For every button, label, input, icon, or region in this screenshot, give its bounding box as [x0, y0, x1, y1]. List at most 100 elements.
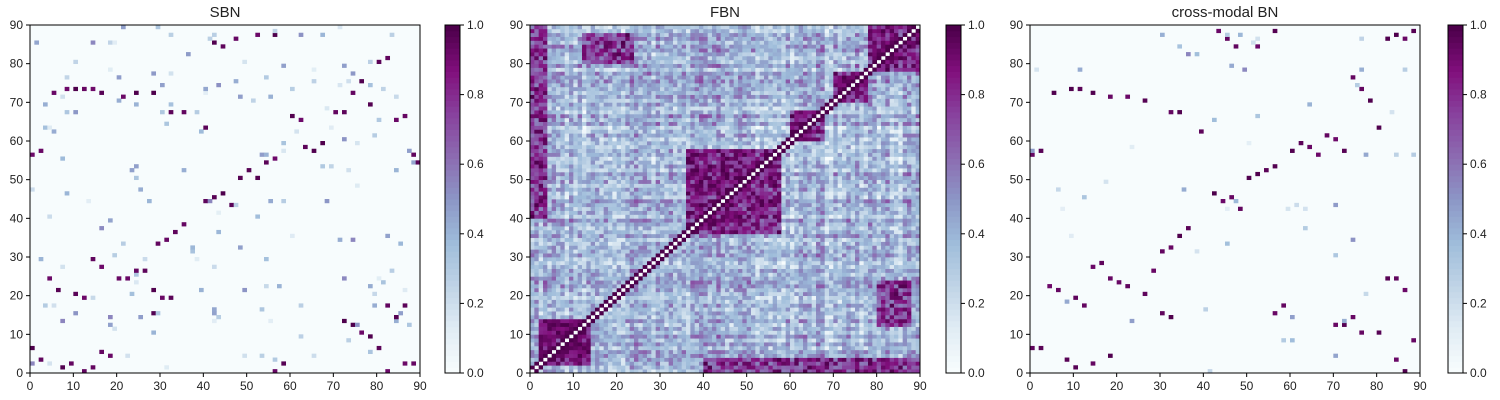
heatmap-cell — [599, 206, 605, 211]
heatmap-cell — [603, 206, 609, 211]
heatmap-cell — [608, 361, 613, 366]
heatmap-cell — [703, 175, 709, 181]
heatmap-cell — [538, 303, 544, 308]
heatmap-cell — [785, 291, 791, 297]
heatmap-cell — [381, 86, 386, 92]
heatmap-cell — [872, 260, 878, 266]
heatmap-cell — [872, 210, 878, 215]
heatmap-cell — [712, 245, 717, 250]
heatmap-cell — [530, 353, 535, 358]
heatmap-cell — [668, 295, 674, 300]
heatmap-cell — [742, 291, 748, 297]
heatmap-cell — [530, 365, 535, 370]
heatmap-cell — [642, 237, 648, 242]
heatmap-cell — [829, 315, 834, 320]
heatmap-cell — [608, 287, 613, 293]
heatmap-cell — [885, 322, 891, 327]
heatmap-cell — [547, 334, 553, 339]
heatmap-cell — [863, 202, 869, 208]
heatmap-cell — [677, 369, 683, 374]
heatmap-cell — [829, 303, 834, 308]
heatmap-cell — [668, 315, 674, 320]
heatmap-cell — [560, 195, 566, 200]
heatmap-cell — [612, 257, 618, 262]
heatmap-cell — [647, 369, 652, 374]
heatmap-cell — [203, 199, 209, 204]
heatmap-cell — [742, 257, 748, 262]
heatmap-cell — [612, 226, 618, 231]
heatmap-cell — [764, 249, 769, 254]
heatmap-cell — [668, 322, 674, 327]
heatmap-cell — [881, 229, 886, 235]
heatmap-cell — [777, 253, 782, 258]
heatmap-cell — [811, 322, 817, 327]
heatmap-cell — [859, 226, 865, 231]
heatmap-cell — [564, 202, 570, 208]
heatmap-cell — [785, 357, 791, 362]
heatmap-cell — [560, 179, 566, 184]
heatmap-cell — [759, 229, 765, 235]
heatmap-cell — [629, 175, 635, 181]
heatmap-cell — [907, 272, 912, 277]
heatmap-cell — [837, 171, 843, 177]
heatmap-cell — [898, 237, 904, 242]
heatmap-cell — [824, 257, 830, 262]
heatmap-cell — [599, 330, 605, 335]
heatmap-cell — [798, 210, 804, 215]
heatmap-cell — [660, 334, 665, 339]
heatmap-cell — [573, 334, 579, 339]
heatmap-cell — [859, 179, 865, 184]
heatmap-cell — [573, 318, 579, 324]
heatmap-cell — [586, 272, 592, 277]
heatmap-cell — [915, 264, 921, 269]
heatmap-cell — [612, 187, 618, 192]
heatmap-cell — [564, 183, 570, 188]
colorbar-band — [445, 204, 460, 212]
heatmap-cell — [677, 326, 683, 331]
heatmap-cell — [781, 233, 787, 239]
heatmap-cell — [707, 214, 713, 219]
heatmap-cell — [621, 330, 626, 335]
heatmap-cell — [794, 249, 800, 254]
heatmap-cell — [733, 229, 739, 235]
heatmap-cell — [894, 264, 899, 269]
heatmap-cell — [547, 345, 553, 351]
heatmap-cell — [729, 222, 735, 227]
heatmap-cell — [764, 276, 769, 281]
heatmap-cell — [915, 260, 921, 266]
heatmap-cell — [889, 295, 895, 300]
heatmap-cell — [242, 59, 248, 65]
heatmap-cell — [651, 287, 657, 293]
heatmap-cell — [694, 291, 700, 297]
heatmap-cell — [898, 357, 904, 362]
heatmap-cell — [655, 253, 661, 258]
heatmap-cell — [820, 264, 826, 269]
heatmap-cell — [816, 330, 821, 335]
heatmap-cell — [837, 214, 843, 219]
heatmap-cell — [616, 284, 622, 289]
heatmap-cell — [703, 287, 709, 293]
heatmap-cell — [707, 187, 713, 192]
heatmap-cell — [411, 152, 417, 157]
heatmap-cell — [538, 326, 544, 331]
heatmap-cell — [642, 257, 648, 262]
heatmap-cell — [534, 330, 540, 335]
heatmap-cell — [168, 32, 174, 37]
heatmap-cell — [751, 226, 756, 231]
heatmap-cell — [530, 245, 535, 250]
heatmap-cell — [850, 272, 856, 277]
heatmap-cell — [803, 268, 808, 273]
heatmap-cell — [612, 280, 618, 285]
heatmap-cell — [894, 280, 899, 285]
heatmap-cell — [820, 338, 826, 343]
heatmap-cell — [311, 79, 317, 84]
heatmap-cell — [699, 245, 704, 250]
heatmap-cell — [190, 249, 196, 254]
heatmap-cell — [746, 245, 752, 250]
heatmap-cell — [725, 291, 730, 297]
heatmap-cell — [99, 226, 105, 231]
heatmap-cell — [889, 361, 895, 366]
heatmap-cell — [850, 175, 856, 181]
heatmap-cell — [842, 206, 847, 211]
heatmap-cell — [712, 361, 717, 366]
